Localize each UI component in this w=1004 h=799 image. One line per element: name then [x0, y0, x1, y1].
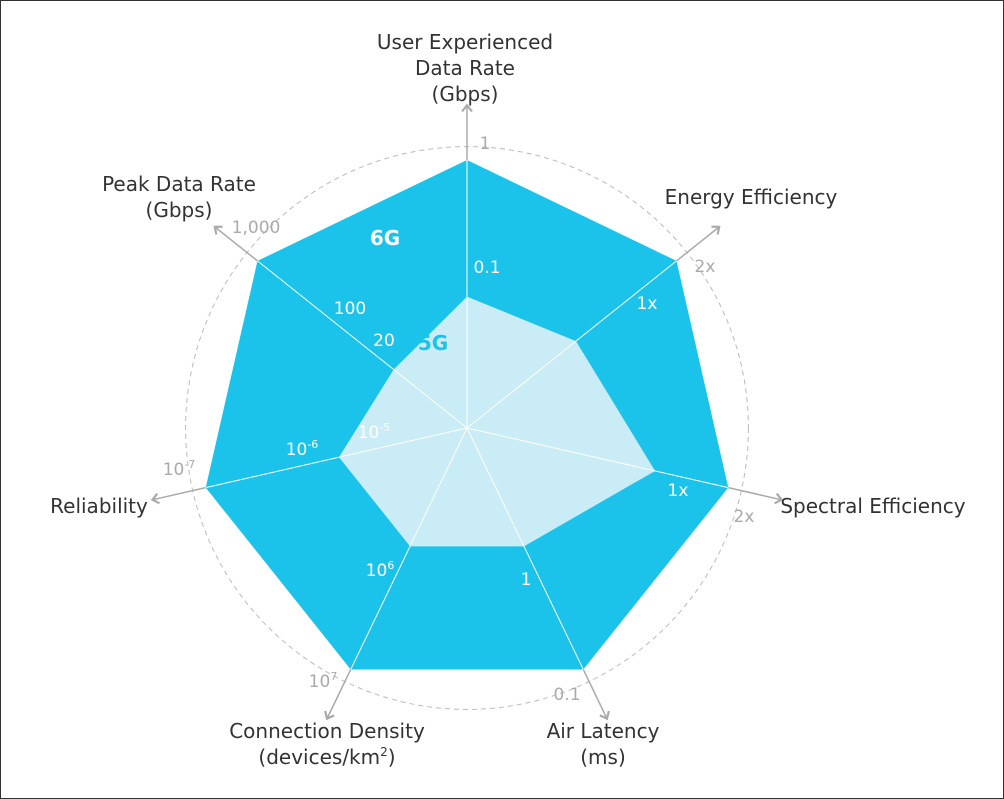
tick-energy-efficiency-5g: 1x	[637, 294, 658, 314]
axis-label-connection-density-line-2: (devices/km2)	[258, 745, 395, 769]
axis-label-air-latency-line-2: (ms)	[580, 745, 626, 769]
axis-spoke-connection-density	[350, 427, 468, 670]
tick-peak-data-rate-6g: 1,000	[232, 218, 281, 238]
tick-peak-data-rate-mid: 100	[334, 299, 366, 319]
axis-label-air-latency-line-1: Air Latency	[547, 719, 660, 743]
axis-label-spectral-efficiency-line-1: Spectral Efficiency	[780, 494, 965, 518]
series-5g-area	[338, 296, 656, 547]
series-5g-label: 5G	[418, 331, 448, 355]
axis-spoke-spectral-efficiency	[466, 427, 729, 489]
tick-reliability-5g: 10-5	[358, 421, 391, 443]
axis-arrow-energy-efficiency	[676, 225, 721, 262]
axis-spoke-reliability	[205, 427, 468, 489]
axis-arrow-air-latency	[582, 669, 610, 721]
axis-label-user-experienced-data-rate-line-1: User Experienced	[377, 30, 553, 54]
tick-reliability-outer: 10-7	[163, 458, 196, 480]
axis-arrow-peak-data-rate	[213, 225, 258, 262]
axis-arrow-reliability	[150, 486, 206, 505]
tick-spectral-efficiency-6g: 2x	[734, 507, 755, 527]
axis-spoke-peak-data-rate	[257, 260, 468, 429]
axis-spoke-energy-efficiency	[466, 260, 677, 429]
tick-user-experienced-data-rate-5g: 0.1	[473, 258, 500, 278]
tick-user-experienced-data-rate-6g: 1	[480, 134, 491, 154]
tick-connection-density-6g: 107	[309, 670, 338, 692]
axis-label-user-experienced-data-rate-line-3: (Gbps)	[432, 82, 499, 106]
tick-air-latency-6g: 0.1	[553, 685, 580, 705]
tick-spectral-efficiency-5g: 1x	[668, 481, 689, 501]
axis-label-energy-efficiency-line-1: Energy Efficiency	[665, 185, 838, 209]
tick-reliability-6g: 10-6	[286, 438, 319, 460]
axis-spoke-air-latency	[466, 427, 584, 670]
axis-label-user-experienced-data-rate-line-2: Data Rate	[415, 56, 515, 80]
axis-label-connection-density-line-1: Connection Density	[229, 719, 425, 743]
tick-peak-data-rate-5g: 20	[373, 331, 395, 351]
tick-energy-efficiency-6g: 2x	[695, 257, 716, 277]
tick-air-latency-5g: 1	[521, 570, 532, 590]
axis-arrow-connection-density	[324, 669, 352, 721]
axis-label-peak-data-rate-line-2: (Gbps)	[146, 198, 213, 222]
axis-label-peak-data-rate-line-1: Peak Data Rate	[102, 172, 256, 196]
axis-arrow-spectral-efficiency	[728, 486, 784, 505]
tick-connection-density-5g: 106	[366, 559, 395, 581]
axis-label-reliability-line-1: Reliability	[50, 494, 148, 518]
series-6g-label: 6G	[370, 226, 400, 250]
